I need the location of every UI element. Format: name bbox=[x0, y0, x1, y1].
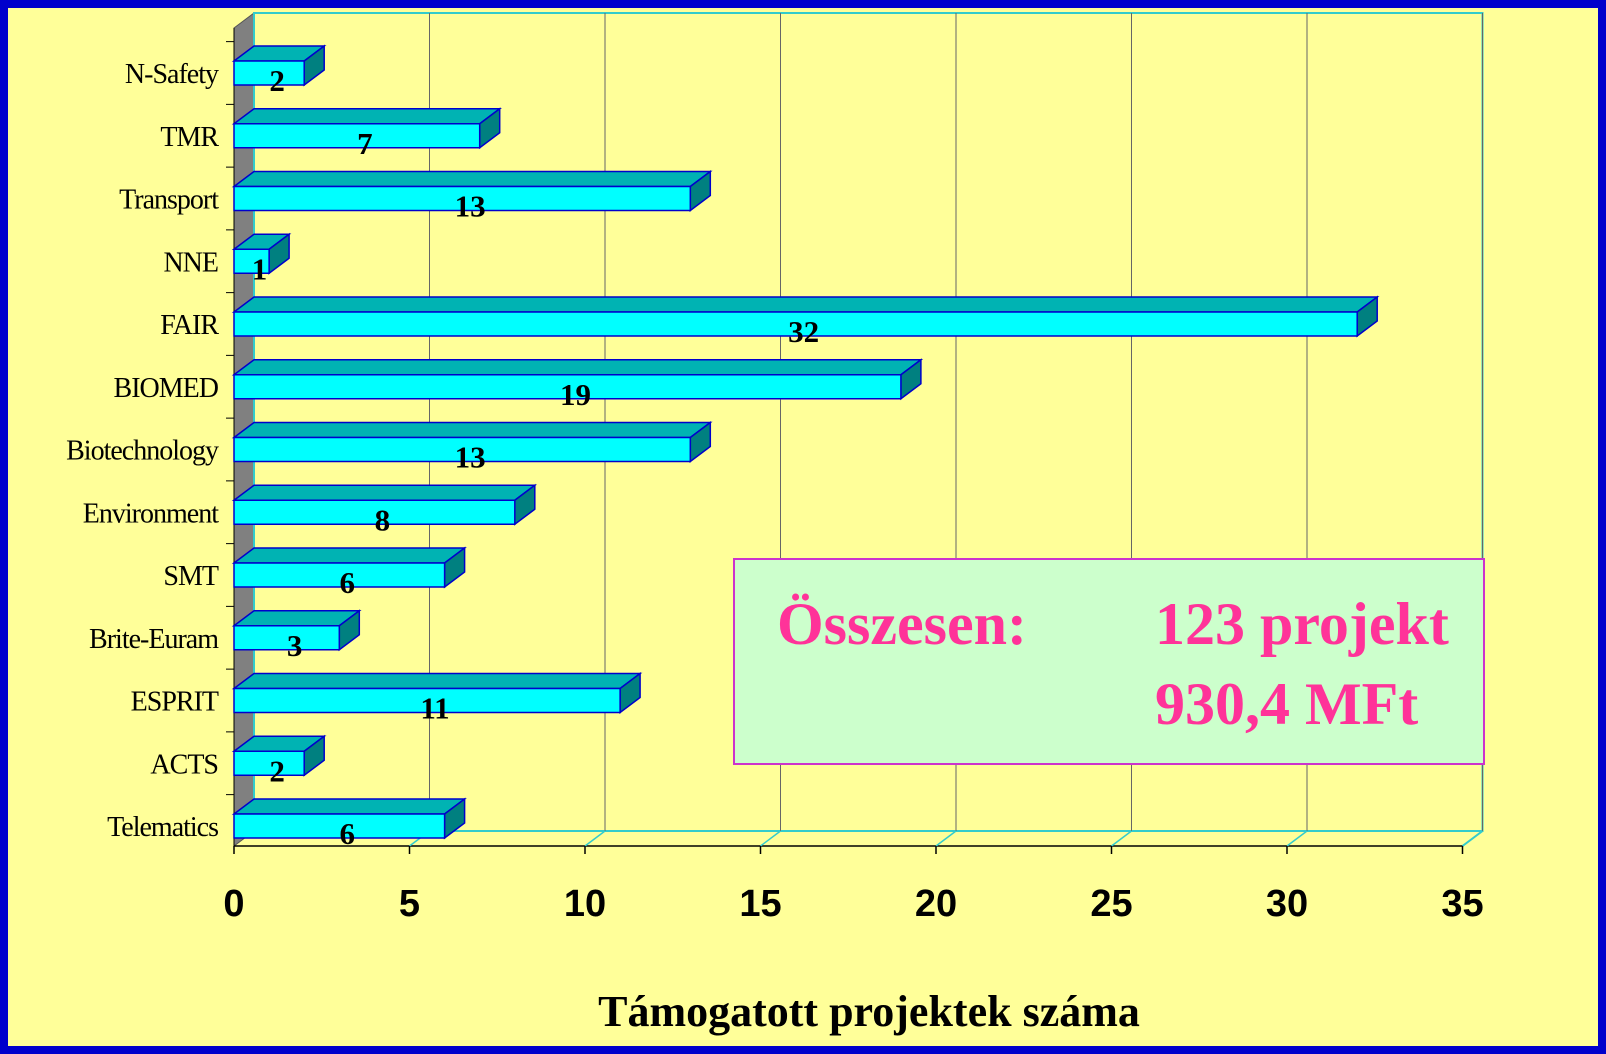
floor-gridline bbox=[584, 830, 606, 847]
bar: 13 bbox=[231, 170, 713, 224]
summary-funding-amount: 930,4 MFt bbox=[1155, 671, 1419, 737]
bar-top-face bbox=[231, 170, 713, 188]
bar-front-face bbox=[233, 562, 446, 588]
category-label: Telematics bbox=[107, 812, 218, 843]
bar-front-face bbox=[233, 499, 516, 525]
bar-front-face bbox=[233, 813, 446, 839]
x-tick-label: 0 bbox=[223, 883, 244, 925]
x-tick-label: 30 bbox=[1266, 883, 1308, 925]
chart-frame: 2 7 13 1 32 19 13 8 6 3 11 2 6 N-Safety TMR Transport N… bbox=[8, 8, 1598, 1046]
bar-value-label: 32 bbox=[788, 314, 819, 349]
category-label: ESPRIT bbox=[131, 687, 219, 718]
bar-value-label: 13 bbox=[455, 189, 486, 224]
bar: 19 bbox=[231, 358, 924, 412]
floor-gridline bbox=[760, 830, 781, 847]
bar: 8 bbox=[231, 483, 538, 537]
bar: 2 bbox=[231, 734, 327, 788]
bar-top-face bbox=[231, 296, 1380, 313]
bar: 6 bbox=[231, 546, 467, 600]
bar: 11 bbox=[231, 672, 643, 726]
floor-gridline bbox=[1462, 830, 1483, 847]
bar-top-face bbox=[231, 798, 467, 815]
category-label: ACTS bbox=[150, 749, 218, 780]
bar-value-label: 19 bbox=[560, 377, 591, 412]
bar: 13 bbox=[231, 421, 713, 475]
summary-project-count: 123 projekt bbox=[1155, 591, 1449, 657]
floor-gridline bbox=[1286, 830, 1308, 847]
category-labels: N-Safety TMR Transport NNE FAIR BIOMED Biotech… bbox=[66, 59, 220, 843]
x-tick-label: 15 bbox=[739, 883, 781, 925]
bar: 1 bbox=[231, 232, 292, 286]
floor-gridline bbox=[935, 830, 957, 847]
category-label: Biotechnology bbox=[66, 436, 219, 467]
bar: 32 bbox=[231, 295, 1380, 349]
x-tick-label: 20 bbox=[915, 883, 957, 925]
bar-value-label: 7 bbox=[357, 126, 373, 161]
bar-value-label: 13 bbox=[455, 440, 486, 475]
summary-box: Összesen: 123 projekt 930,4 MFt bbox=[733, 558, 1485, 765]
bar-front-face bbox=[233, 185, 692, 212]
category-label: TMR bbox=[160, 122, 219, 153]
bar-front-face bbox=[233, 248, 270, 274]
x-tick-label: 25 bbox=[1090, 883, 1132, 925]
bar-value-label: 1 bbox=[252, 251, 268, 286]
bar-value-label: 3 bbox=[287, 628, 303, 663]
bar-front-face bbox=[233, 374, 902, 400]
x-tick-labels: 0 5 10 15 20 25 30 35 bbox=[223, 883, 1483, 925]
bar-value-label: 2 bbox=[269, 753, 285, 788]
category-label: Transport bbox=[119, 185, 219, 216]
bar-front-face bbox=[233, 123, 481, 149]
bar-front-face bbox=[233, 687, 621, 714]
bar-value-label: 11 bbox=[420, 691, 449, 726]
bar-top-face bbox=[231, 610, 362, 627]
x-tick-label: 5 bbox=[399, 883, 420, 925]
bar-value-label: 6 bbox=[340, 565, 356, 600]
bar-front-face bbox=[233, 436, 692, 463]
category-label: Environment bbox=[83, 498, 219, 529]
summary-label: Összesen: bbox=[777, 591, 1027, 657]
bar: 6 bbox=[231, 797, 467, 851]
bar-front-face bbox=[233, 625, 341, 651]
category-label: FAIR bbox=[160, 310, 219, 341]
category-label: BIOMED bbox=[114, 373, 219, 404]
bar-value-label: 6 bbox=[340, 816, 356, 851]
category-label: SMT bbox=[163, 561, 218, 592]
bar: 7 bbox=[231, 107, 502, 161]
bar-value-label: 8 bbox=[375, 502, 391, 537]
bar-top-face bbox=[231, 672, 643, 690]
x-axis-title: Támogatott projektek száma bbox=[598, 987, 1140, 1036]
bar-front-face bbox=[233, 60, 305, 86]
category-label: Brite-Euram bbox=[89, 624, 219, 655]
category-label: N-Safety bbox=[125, 59, 219, 90]
bar-top-face bbox=[231, 484, 538, 501]
bar-top-face bbox=[231, 421, 713, 439]
bar-top-face bbox=[231, 547, 467, 564]
bar-top-face bbox=[231, 108, 502, 125]
x-tick-label: 10 bbox=[564, 883, 606, 925]
floor-gridline bbox=[1111, 830, 1132, 847]
x-tick-label: 35 bbox=[1441, 883, 1483, 925]
category-label: NNE bbox=[163, 247, 218, 278]
bar-value-label: 2 bbox=[269, 63, 285, 98]
bar-top-face bbox=[231, 359, 924, 376]
bar: 3 bbox=[231, 609, 362, 663]
bar-front-face bbox=[233, 750, 305, 776]
bar-front-face bbox=[233, 311, 1358, 337]
bar: 2 bbox=[231, 44, 327, 98]
